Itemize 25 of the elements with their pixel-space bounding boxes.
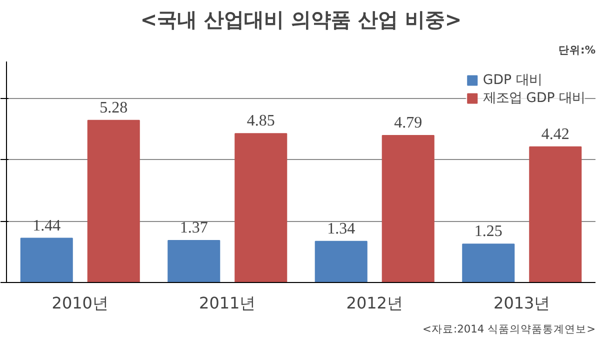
x-tick-label: 2010년 [52, 294, 108, 312]
data-label: 4.42 [541, 126, 570, 143]
x-tick-label: 2013년 [494, 294, 550, 312]
data-label: 1.44 [32, 217, 61, 234]
data-label: 4.85 [246, 112, 275, 130]
text: 단위:% [558, 44, 596, 56]
x-tick-label: 2012년 [346, 294, 403, 312]
bar [234, 133, 288, 282]
data-label: 1.37 [180, 219, 208, 236]
bar [168, 240, 220, 282]
bar [529, 146, 582, 282]
x-tick-label: 2011년 [199, 294, 256, 312]
bar [87, 120, 140, 282]
text: <자료:2014 식품의약품통계연보> [422, 322, 596, 336]
legend-label: GDP 대비 [482, 72, 542, 89]
data-label: 1.34 [327, 220, 356, 238]
data-label: 4.79 [394, 114, 422, 132]
data-label: 1.25 [474, 223, 502, 240]
bar [382, 134, 434, 282]
bar [314, 240, 368, 282]
legend-label: 제조업 GDP 대비 [482, 90, 585, 107]
chart-title: <국내 산업대비 의약품 산업 비중> [140, 8, 462, 32]
data-label: 5.28 [100, 99, 128, 116]
bar [20, 238, 73, 282]
bar [462, 244, 515, 282]
